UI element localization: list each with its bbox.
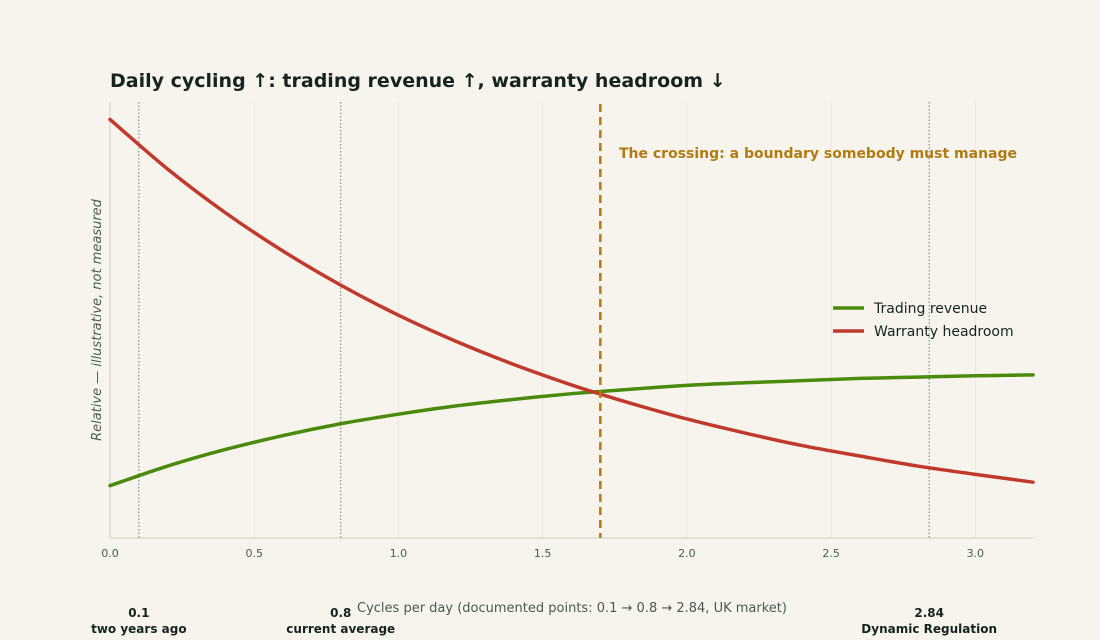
x-tick-label: 1.5 <box>534 547 552 560</box>
marker-caption: two years ago <box>91 622 186 636</box>
marker-value: 2.84 <box>914 606 944 620</box>
warranty-headroom-line <box>108 117 1035 484</box>
x-tick-label: 2.5 <box>822 547 840 560</box>
documented-points: 0.1 two years ago 0.8 current average 2.84 Dy… <box>91 102 997 636</box>
marker-caption: current average <box>286 622 395 636</box>
legend-label: Warranty headroom <box>874 324 1014 340</box>
x-ticks: 0.0 0.5 1.0 1.5 2.0 2.5 3.0 <box>101 547 984 560</box>
marker-value: 0.1 <box>128 606 149 620</box>
x-tick-label: 1.0 <box>390 547 408 560</box>
chart-title: Daily cycling ↑: trading revenue ↑, warr… <box>110 70 726 92</box>
x-tick-label: 2.0 <box>678 547 696 560</box>
grid <box>109 102 976 538</box>
trading-revenue-line <box>108 373 1035 488</box>
x-tick-label: 0.5 <box>245 547 263 560</box>
marker-caption: Dynamic Regulation <box>861 622 997 636</box>
legend: Trading revenue Warranty headroom <box>833 301 1014 340</box>
legend-label: Trading revenue <box>873 301 987 317</box>
x-tick-label: 0.0 <box>101 547 119 560</box>
crossing-annotation: The crossing: a boundary somebody must m… <box>619 146 1017 162</box>
x-tick-label: 3.0 <box>967 547 985 560</box>
x-axis-label: Cycles per day (documented points: 0.1 →… <box>357 601 787 616</box>
series-lines <box>108 117 1035 488</box>
y-axis-label: Relative — illustrative, not measured <box>90 198 105 441</box>
marker-value: 0.8 <box>330 606 351 620</box>
